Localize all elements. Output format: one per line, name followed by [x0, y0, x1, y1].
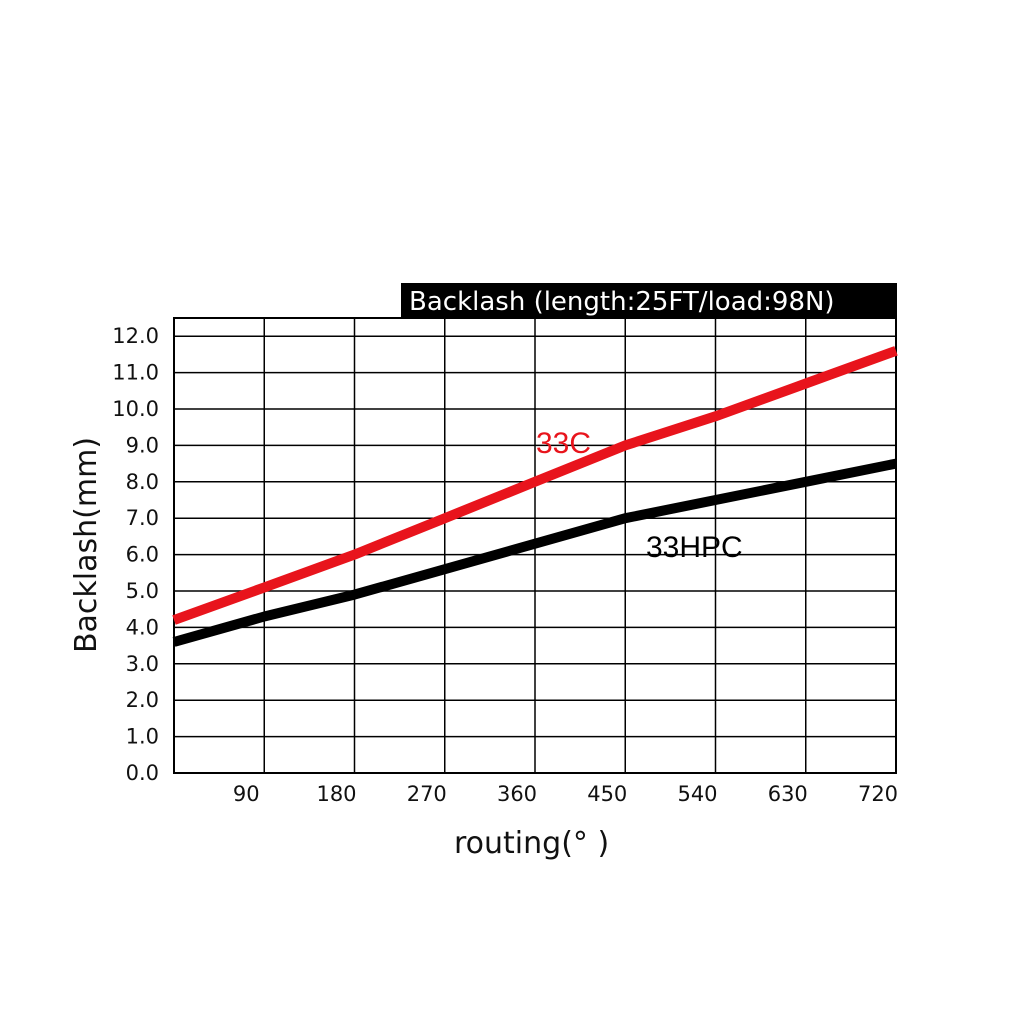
series-line-33c: [172, 346, 898, 625]
x-tick-label: 540: [677, 782, 717, 806]
x-axis-ticks: 90 180 270 360 450 540 630 720: [233, 782, 898, 806]
y-tick-label: 5.0: [126, 579, 159, 603]
y-tick-label: 10.0: [112, 397, 159, 421]
y-tick-label: 6.0: [126, 543, 159, 567]
y-tick-label: 9.0: [126, 433, 159, 457]
x-tick-label: 180: [316, 782, 356, 806]
y-tick-label: 12.0: [112, 324, 159, 348]
x-tick-label: 360: [497, 782, 537, 806]
y-tick-label: 3.0: [126, 652, 159, 676]
x-tick-label: 450: [587, 782, 627, 806]
y-tick-label: 0.0: [126, 761, 159, 785]
y-tick-label: 4.0: [126, 615, 159, 639]
series-line-33hpc: [172, 458, 897, 647]
x-tick-label: 90: [233, 782, 260, 806]
x-tick-label: 270: [407, 782, 447, 806]
y-tick-label: 11.0: [112, 361, 159, 385]
series-label-33hpc: 33HPC: [646, 531, 743, 564]
x-tick-label: 630: [768, 782, 808, 806]
y-tick-label: 8.0: [126, 470, 159, 494]
y-tick-label: 7.0: [126, 506, 159, 530]
chart-title-box: [401, 283, 897, 319]
chart-title: Backlash (length:25FT/load:98N): [409, 287, 835, 317]
y-tick-label: 1.0: [126, 725, 159, 749]
y-axis-title: Backlash(mm): [69, 437, 104, 653]
y-tick-label: 2.0: [126, 688, 159, 712]
series-label-33c: 33C: [536, 427, 591, 460]
x-axis-title: routing(° ): [454, 826, 609, 861]
plot-frame: [173, 317, 897, 774]
series-lines: [172, 346, 898, 647]
y-axis-ticks: 0.0 1.0 2.0 3.0 4.0 5.0 6.0 7.0 8.0 9.0 10.0 11.0 12…: [112, 324, 159, 785]
x-tick-label: 720: [858, 782, 898, 806]
